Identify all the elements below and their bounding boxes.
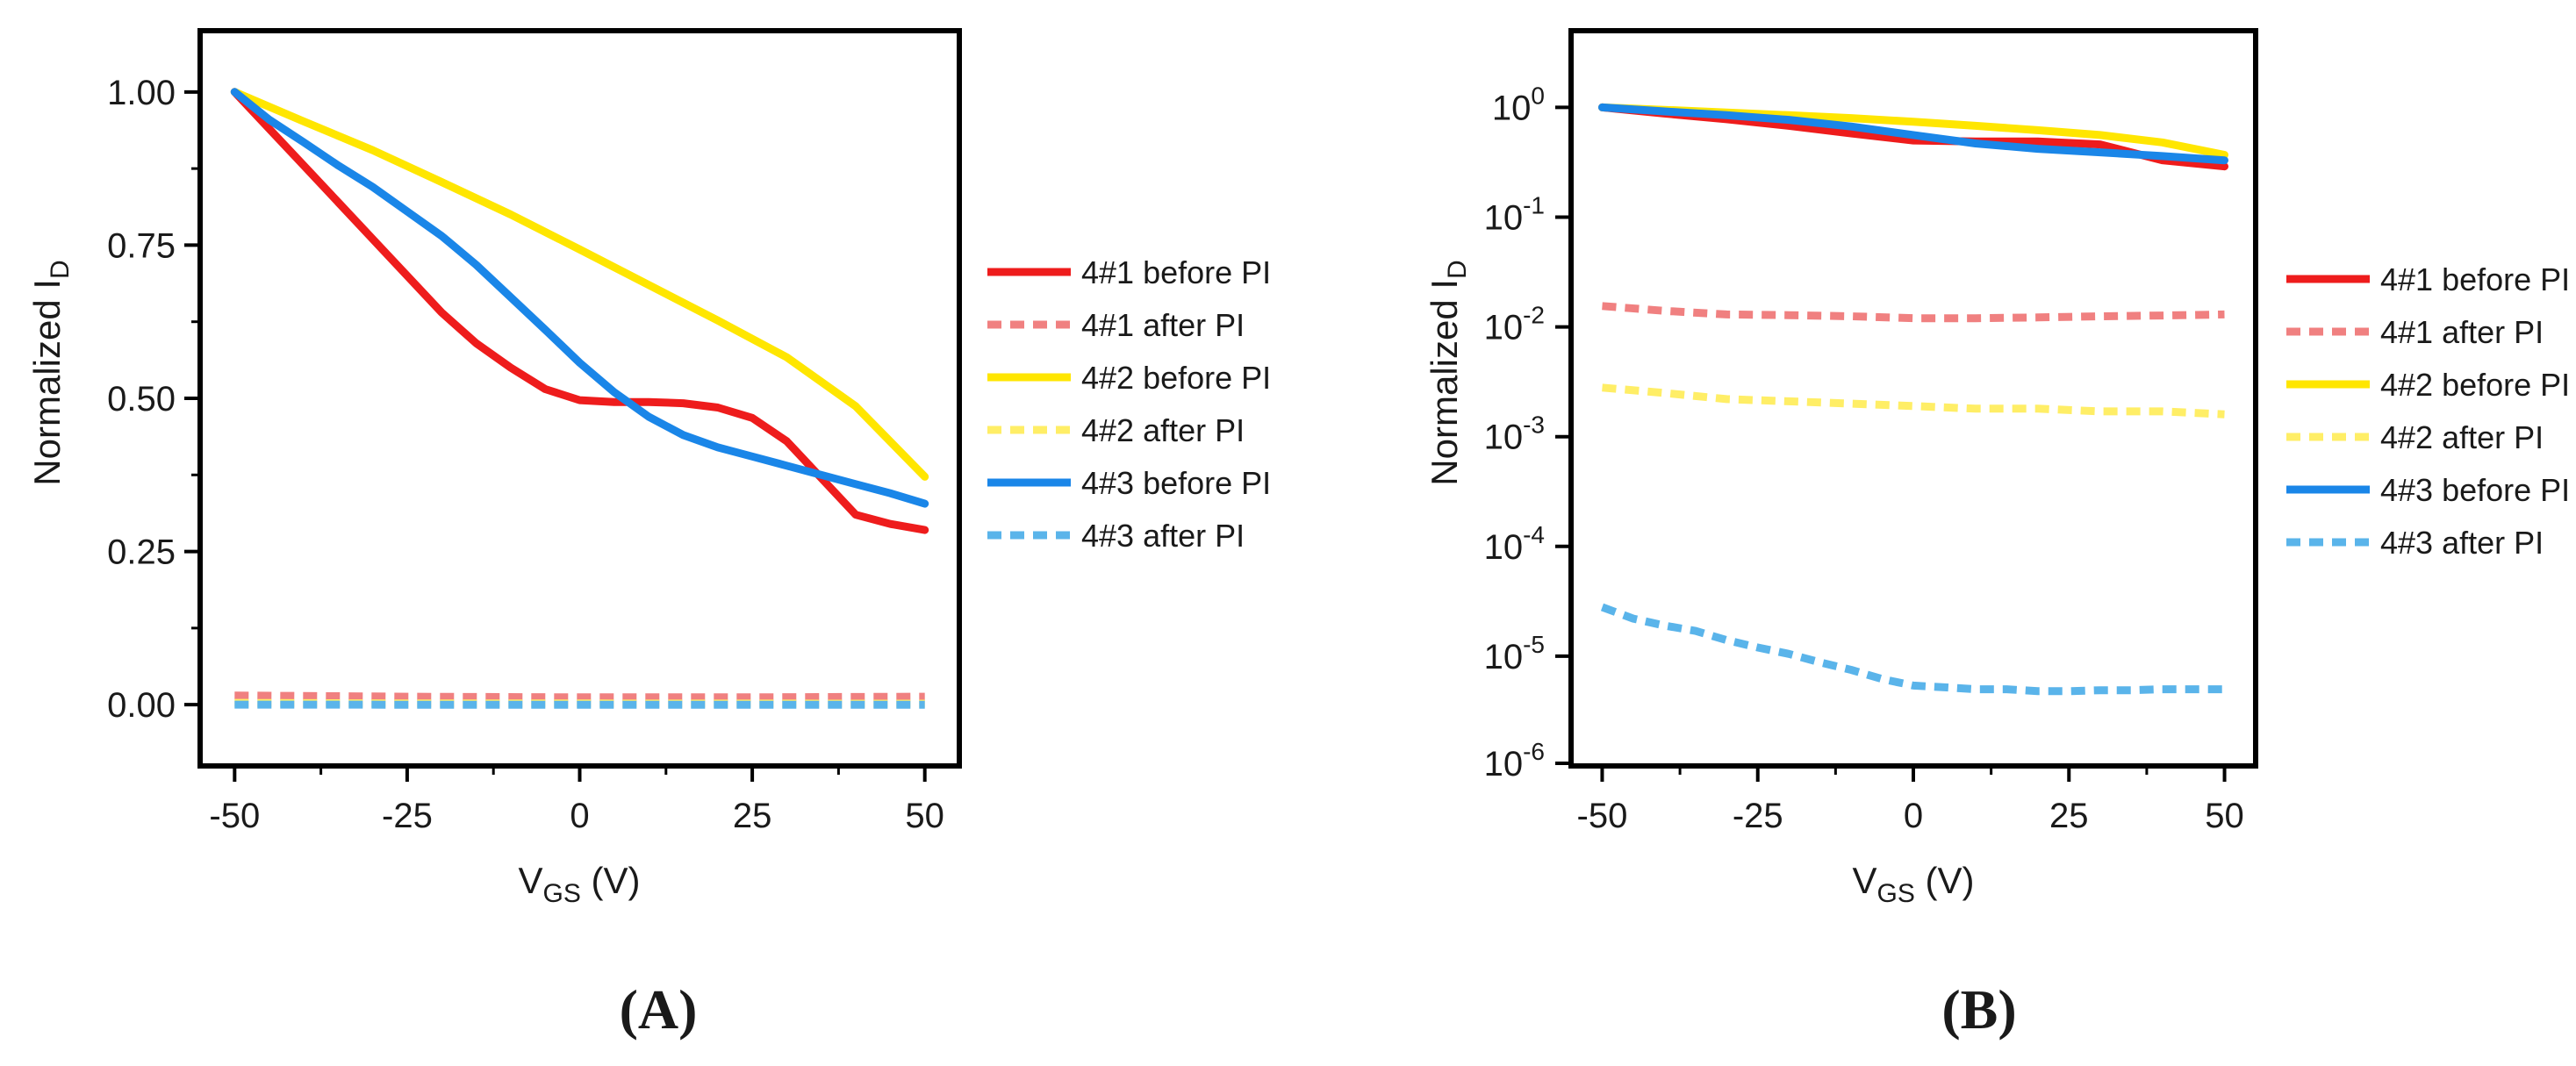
panel-b-legend-label: 4#3 before PI	[2380, 472, 2570, 508]
panel-b-series-line-6	[1600, 603, 2225, 696]
panel-b-legend-label: 4#1 before PI	[2380, 261, 2570, 297]
panel-b-legend: 4#1 before PI 4#1 after PI 4#2 before PI 4#…	[2286, 261, 2570, 561]
panel-b-y-tick-label: 100	[1492, 82, 1545, 127]
panel-b-x-tick-label: 25	[2049, 797, 2089, 835]
panel-b-chart: -50 -25 0 25 50 10-610-510-410-310-210-1100 …	[1424, 28, 2570, 1041]
panel-a-label: (A)	[620, 978, 698, 1041]
panel-b-legend-label: 4#3 after PI	[2380, 525, 2544, 561]
panel-b-x-ticks: -50 -25 0 25 50	[1577, 766, 2244, 835]
panel-b-y-tick-label: 10-1	[1484, 192, 1545, 238]
panel-b-legend-label: 4#1 after PI	[2380, 314, 2544, 350]
panel-a-y-tick-label: 0.50	[107, 380, 176, 419]
panel-a-x-tick-label: -50	[209, 797, 260, 835]
panel-b-y-axis-label: Normalized ID	[1424, 260, 1472, 485]
panel-b-legend-label: 4#2 after PI	[2380, 419, 2544, 455]
panel-a-chart: -50 -25 0 25 50 0.00 0.25 0.50 0.75 1.00 Normali…	[26, 28, 1271, 1041]
panel-b-series-line-2	[1602, 302, 2225, 323]
panel-a-y-tick-label: 0.00	[107, 686, 176, 725]
panel-b-label: (B)	[1941, 978, 2016, 1041]
panel-b-legend-label: 4#2 before PI	[2380, 367, 2570, 403]
panel-b-y-tick-label: 10-6	[1484, 738, 1545, 783]
panel-b-x-axis-label: VGS (V)	[1852, 860, 1974, 908]
panel-a-series-line-1	[230, 88, 929, 534]
panel-a-legend-label: 4#3 after PI	[1081, 518, 1245, 554]
panel-b-series-line-5	[1598, 103, 2228, 165]
panel-a-y-ticks: 0.00 0.25 0.50 0.75 1.00	[107, 74, 200, 725]
panel-b-y-tick-label: 10-5	[1484, 631, 1545, 676]
panel-b-x-tick-label: -50	[1577, 797, 1628, 835]
panel-a-y-tick-label: 0.25	[107, 533, 176, 572]
panel-b-x-tick-label: -25	[1733, 797, 1783, 835]
panel-a-series-line-2	[234, 691, 925, 702]
panel-a-legend-label: 4#1 after PI	[1081, 307, 1245, 343]
panel-b-x-tick-label: 50	[2205, 797, 2244, 835]
panel-a-x-tick-label: 50	[905, 797, 944, 835]
panel-a-y-tick-label: 1.00	[107, 74, 176, 112]
panel-a-series-group	[230, 88, 929, 709]
panel-a-series-line-3	[230, 88, 929, 481]
panel-a-x-ticks: -50 -25 0 25 50	[209, 766, 944, 835]
panel-a-x-tick-label: -25	[382, 797, 433, 835]
panel-a-legend: 4#1 before PI 4#1 after PI 4#2 before PI 4#…	[987, 254, 1271, 554]
panel-a-y-tick-label: 0.75	[107, 226, 176, 265]
panel-a-legend-label: 4#2 after PI	[1081, 412, 1245, 448]
panel-b-y-tick-label: 10-4	[1484, 521, 1545, 567]
panel-a-x-tick-label: 25	[733, 797, 772, 835]
panel-b-y-tick-label: 10-3	[1484, 411, 1545, 457]
panel-a-x-tick-label: 0	[570, 797, 589, 835]
panel-a-legend-label: 4#1 before PI	[1081, 254, 1271, 290]
panel-b-series-line-4	[1602, 383, 2225, 419]
panel-a-x-axis-label: VGS (V)	[518, 860, 640, 908]
panel-b-y-tick-label: 10-2	[1484, 302, 1545, 347]
panel-a-y-axis-label: Normalized ID	[26, 260, 75, 485]
panel-a-legend-label: 4#3 before PI	[1081, 465, 1271, 501]
panel-a-series-line-5	[230, 88, 929, 508]
panel-b-x-tick-label: 0	[1904, 797, 1923, 835]
panel-b-series-group	[1598, 103, 2228, 696]
panel-a-legend-label: 4#2 before PI	[1081, 360, 1271, 396]
panel-b-y-ticks: 10-6 10-5 10-4 10-3 10-2 10-1 100	[1484, 82, 1571, 783]
